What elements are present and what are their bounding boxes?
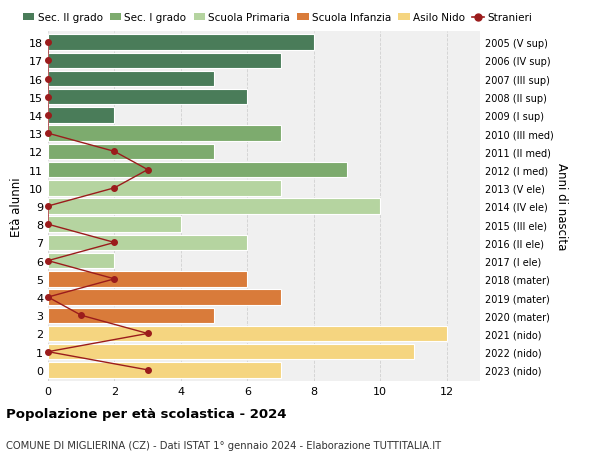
Point [43, 294, 53, 301]
Bar [48, 162, 347, 178]
Legend: Sec. II grado, Sec. I grado, Scuola Primaria, Scuola Infanzia, Asilo Nido, Stran: Sec. II grado, Sec. I grado, Scuola Prim… [23, 13, 532, 23]
Bar [48, 253, 115, 269]
Point [143, 330, 152, 337]
Y-axis label: Anni di nascita: Anni di nascita [554, 163, 568, 250]
Bar [48, 235, 247, 251]
Point [110, 148, 119, 156]
Point [43, 257, 53, 265]
Point [76, 312, 86, 319]
Bar [48, 217, 181, 232]
Point [110, 185, 119, 192]
Bar [48, 35, 314, 51]
Point [43, 348, 53, 356]
Bar [48, 362, 281, 378]
Point [43, 94, 53, 101]
Bar [48, 326, 447, 341]
Point [143, 366, 152, 374]
Bar [48, 181, 281, 196]
Point [43, 203, 53, 210]
Point [110, 239, 119, 246]
Bar [48, 290, 281, 305]
Point [43, 112, 53, 119]
Point [43, 57, 53, 65]
Bar [48, 108, 115, 123]
Point [43, 76, 53, 83]
Point [43, 39, 53, 47]
Bar [48, 144, 214, 160]
Bar [48, 54, 281, 69]
Bar [48, 308, 214, 323]
Bar [48, 199, 380, 214]
Point [143, 167, 152, 174]
Text: COMUNE DI MIGLIERINA (CZ) - Dati ISTAT 1° gennaio 2024 - Elaborazione TUTTITALIA: COMUNE DI MIGLIERINA (CZ) - Dati ISTAT 1… [6, 440, 441, 450]
Text: Popolazione per età scolastica - 2024: Popolazione per età scolastica - 2024 [6, 407, 287, 420]
Point [110, 275, 119, 283]
Bar [48, 344, 413, 359]
Bar [48, 272, 247, 287]
Bar [48, 72, 214, 87]
Bar [48, 90, 247, 105]
Y-axis label: Età alunni: Età alunni [10, 177, 23, 236]
Point [43, 130, 53, 138]
Point [43, 221, 53, 229]
Bar [48, 126, 281, 141]
